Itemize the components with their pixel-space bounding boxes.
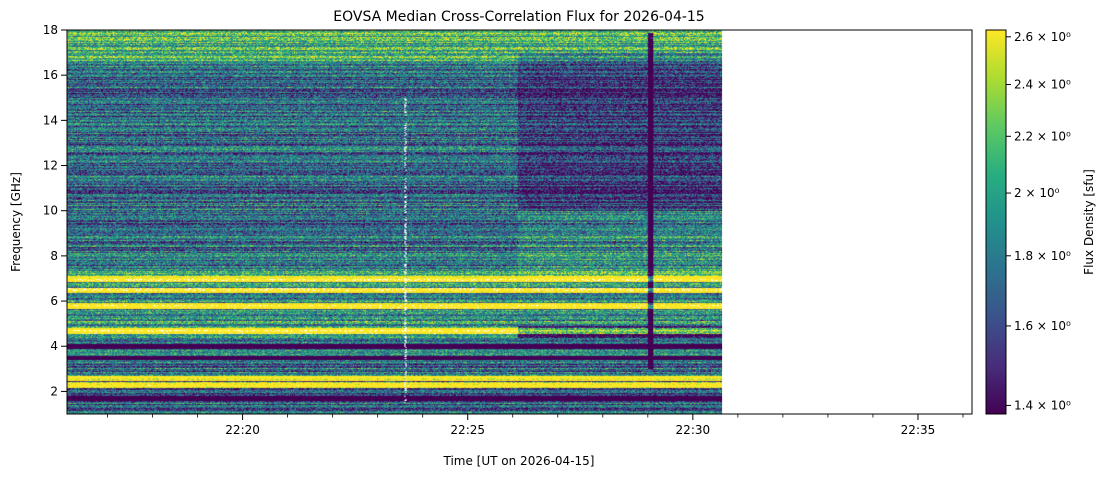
y-tick-label: 10 (43, 204, 58, 218)
colorbar-tick-label: 1.6 × 10⁰ (1014, 319, 1071, 333)
colorbar-tick-label: 2.4 × 10⁰ (1014, 77, 1071, 91)
colorbar-tick-label: 2.2 × 10⁰ (1014, 129, 1071, 143)
y-tick-label: 18 (43, 23, 58, 37)
spectrogram-heatmap (67, 30, 723, 414)
colorbar-tick-label: 1.8 × 10⁰ (1014, 249, 1071, 263)
y-tick-label: 8 (50, 249, 58, 263)
y-tick-label: 12 (43, 159, 58, 173)
y-tick-label: 16 (43, 68, 58, 82)
y-tick-label: 4 (50, 339, 58, 353)
y-tick-label: 2 (50, 384, 58, 398)
y-tick-label: 6 (50, 294, 58, 308)
x-tick-label: 22:20 (225, 423, 260, 437)
colorbar-tick-label: 2 × 10⁰ (1014, 186, 1060, 200)
x-tick-label: 22:25 (450, 423, 485, 437)
y-tick-label: 14 (43, 113, 58, 127)
colorbar (985, 29, 1007, 415)
x-tick-label: 22:30 (676, 423, 711, 437)
colorbar-ticks: 1.4 × 10⁰ 1.6 × 10⁰ 1.8 × 10⁰ 2 × 10⁰ 2.2 × … (1006, 30, 1071, 412)
chart-title: EOVSA Median Cross-Correlation Flux for … (333, 9, 704, 25)
x-axis-label: Time [UT on 2026-04-15] (443, 454, 595, 468)
y-axis-ticks: 2 4 6 8 10 12 14 16 18 (43, 23, 67, 398)
y-axis-label: Frequency [GHz] (9, 172, 23, 272)
colorbar-tick-label: 2.6 × 10⁰ (1014, 30, 1071, 44)
colorbar-tick-label: 1.4 × 10⁰ (1014, 398, 1071, 412)
x-tick-label: 22:35 (901, 423, 936, 437)
x-axis-ticks: 22:20 22:25 22:30 22:35 (107, 414, 964, 437)
plot-frame (66, 29, 973, 415)
colorbar-label: Flux Density [sfu] (1082, 169, 1096, 275)
